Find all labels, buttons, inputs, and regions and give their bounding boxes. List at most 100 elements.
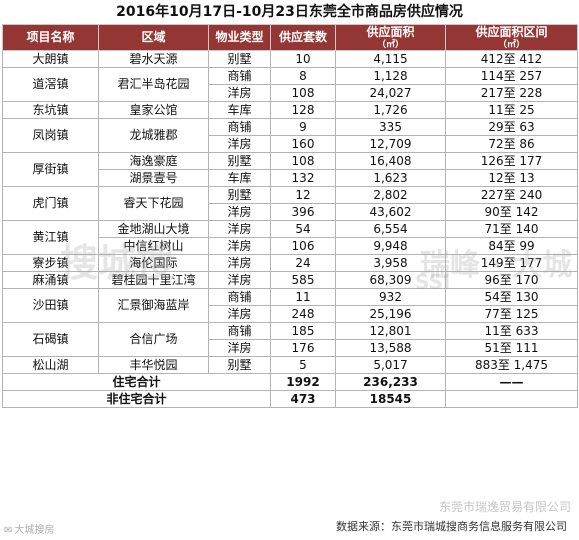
supply-table: 项目名称 区域 物业类型 供应套数 供应面积 （㎡） 供应面积区间 （㎡） 大朗… <box>2 24 578 408</box>
total-range: —— <box>445 373 578 391</box>
cell-project: 睿天下花园 <box>98 186 209 221</box>
cell-units: 160 <box>270 135 336 153</box>
cell-units: 396 <box>270 203 336 221</box>
table-row: 洋房 248 25,196 77至 125 <box>3 305 578 323</box>
table-row: 洋房 396 43,602 90至 142 <box>3 203 578 221</box>
header-town: 项目名称 <box>2 24 99 51</box>
header-sqm-label: 供应面积 <box>366 25 415 40</box>
cell-town: 虎门镇 <box>2 186 99 221</box>
cell-sqm: 13,588 <box>335 339 446 357</box>
cell-project: 海逸豪庭 <box>98 152 209 170</box>
cell-type: 别墅 <box>208 152 271 170</box>
cell-type: 别墅 <box>208 50 271 68</box>
cell-type: 别墅 <box>208 186 271 204</box>
total-units: 473 <box>270 390 336 408</box>
cell-type: 商铺 <box>208 67 271 85</box>
cell-type: 洋房 <box>208 339 271 357</box>
cell-sqm: 6,554 <box>335 220 446 238</box>
table-row: 黄江镇 金地湖山大境 洋房 54 6,554 71至 140 <box>2 220 578 255</box>
cell-project: 龙城雅郡 <box>98 118 209 153</box>
cell-range: 90至 142 <box>445 203 578 221</box>
cell-town: 东坑镇 <box>2 101 99 119</box>
cell-project: 汇景御海蓝岸 <box>98 288 209 323</box>
page-title: 2016年10月17日-10月23日东莞全市商品房供应情况 <box>116 4 463 20</box>
total-label: 住宅合计 <box>2 373 271 391</box>
cell-range: 51至 111 <box>445 339 578 357</box>
cell-type: 车库 <box>208 169 271 187</box>
table-row: 道滘镇 君汇半岛花园 商铺 8 1,128 114至 257 <box>2 67 578 102</box>
cell-range: 126至 177 <box>445 152 578 170</box>
header-range: 供应面积区间 （㎡） <box>445 24 578 51</box>
cell-town: 寮步镇 <box>2 254 99 272</box>
cell-units: 248 <box>270 305 336 323</box>
total-label: 非住宅合计 <box>2 390 271 408</box>
total-row-nonresidential: 非住宅合计 473 18545 <box>2 390 578 408</box>
cell-sqm: 16,408 <box>335 152 446 170</box>
cell-type: 车库 <box>208 101 271 119</box>
table-row: 石碣镇 合信广场 商铺 185 12,801 11至 633 <box>2 322 578 357</box>
cell-type: 洋房 <box>208 305 271 323</box>
cell-project: 海伦国际 <box>98 254 209 272</box>
cell-range: 71至 140 <box>445 220 578 238</box>
cell-project: 湖景壹号 <box>98 169 209 187</box>
cell-type: 别墅 <box>208 356 271 374</box>
cell-sqm: 1,128 <box>335 67 446 85</box>
cell-type: 洋房 <box>208 203 271 221</box>
cell-sqm: 12,801 <box>335 322 446 340</box>
cell-units: 24 <box>270 254 336 272</box>
cell-units: 9 <box>270 118 336 136</box>
cell-range: 72至 86 <box>445 135 578 153</box>
header-range-unit: （㎡） <box>497 40 525 50</box>
cell-units: 12 <box>270 186 336 204</box>
cell-type: 商铺 <box>208 118 271 136</box>
table-header-row: 项目名称 区域 物业类型 供应套数 供应面积 （㎡） 供应面积区间 （㎡） <box>2 24 578 51</box>
cell-sqm: 4,115 <box>335 50 446 68</box>
cell-town: 凤岗镇 <box>2 118 99 153</box>
cell-range: 114至 257 <box>445 67 578 85</box>
wechat-account: 大城搜房 <box>14 525 55 536</box>
cell-type: 洋房 <box>208 237 271 255</box>
header-range-label: 供应面积区间 <box>475 25 548 40</box>
cell-units: 108 <box>270 84 336 102</box>
cell-sqm: 3,958 <box>335 254 446 272</box>
cell-sqm: 9,948 <box>335 237 446 255</box>
cell-range: 227至 240 <box>445 186 578 204</box>
wechat-mark: ✉ 大城搜房 <box>4 521 54 536</box>
cell-project: 皇家公馆 <box>98 101 209 119</box>
cell-town: 松山湖 <box>2 356 99 374</box>
cell-town: 道滘镇 <box>2 67 99 102</box>
cell-sqm: 1,623 <box>335 169 446 187</box>
cell-range: 11至 25 <box>445 101 578 119</box>
cell-sqm: 25,196 <box>335 305 446 323</box>
cell-range: 29至 63 <box>445 118 578 136</box>
header-type: 物业类型 <box>208 24 271 51</box>
cell-range: 84至 99 <box>445 237 578 255</box>
header-sqm-unit: （㎡） <box>376 40 404 50</box>
cell-units: 106 <box>270 237 336 255</box>
cell-project: 丰华悦园 <box>98 356 209 374</box>
wechat-icon: ✉ <box>4 525 13 536</box>
cell-range: 11至 633 <box>445 322 578 340</box>
table-row: 东坑镇 皇家公馆 车库 128 1,726 11至 25 <box>2 101 578 119</box>
cell-town: 沙田镇 <box>2 288 99 323</box>
cell-units: 11 <box>270 288 336 306</box>
cell-sqm: 12,709 <box>335 135 446 153</box>
cell-town: 麻涌镇 <box>2 271 99 289</box>
table-row: 沙田镇 汇景御海蓝岸 商铺 11 932 54至 130 <box>2 288 578 323</box>
cell-range: 883至 1,475 <box>445 356 578 374</box>
cell-sqm: 68,309 <box>335 271 446 289</box>
cell-range: 96至 170 <box>445 271 578 289</box>
cell-units: 8 <box>270 67 336 85</box>
cell-sqm: 335 <box>335 118 446 136</box>
table-row: 湖景壹号 车库 132 1,623 12至 13 <box>3 169 578 187</box>
cell-range: 54至 130 <box>445 288 578 306</box>
cell-type: 商铺 <box>208 288 271 306</box>
cell-range: 412至 412 <box>445 50 578 68</box>
cell-range: 149至 177 <box>445 254 578 272</box>
cell-range: 77至 125 <box>445 305 578 323</box>
cell-units: 128 <box>270 101 336 119</box>
company-watermark: 东莞市瑞逸贸易有限公司 <box>438 500 571 514</box>
table-row: 凤岗镇 龙城雅郡 商铺 9 335 29至 63 <box>2 118 578 153</box>
cell-units: 132 <box>270 169 336 187</box>
cell-project: 君汇半岛花园 <box>98 67 209 102</box>
